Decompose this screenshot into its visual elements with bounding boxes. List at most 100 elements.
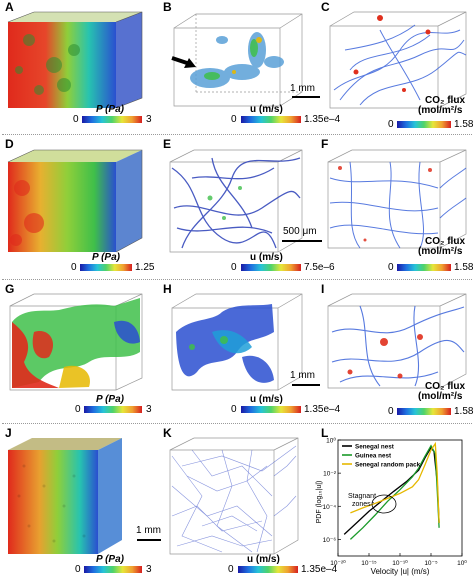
panel-label-f: F (321, 137, 329, 151)
pressure-cube-d (7, 149, 143, 253)
scalebar-row4 (137, 539, 161, 541)
chart-x-axis-label: Velocity |u| (m/s) (371, 567, 430, 576)
y-tick-label: 10⁻⁶ (323, 537, 337, 544)
colorbar-min-flux-row3: 0 (388, 406, 394, 417)
colorbar-label-velocity-row2: u (m/s) (250, 252, 283, 263)
panel-label-k: K (163, 426, 172, 440)
scalebar-text-row4: 1 mm (136, 525, 161, 536)
pressure-cube-j (8, 438, 122, 554)
velocity-cube-b (171, 13, 303, 107)
colorbar-label-flux-row3-line1: CO₂ flux (425, 381, 465, 392)
colorbar-flux-row2 (397, 264, 451, 271)
stagnant-zones-label-line2: zones (352, 501, 371, 508)
colorbar-label-flux-row2-line2: (mol/m²/s (418, 246, 463, 257)
row-separator (2, 134, 472, 135)
stagnant-zones-label-line1: Stagnant (348, 493, 376, 500)
colorbar-min-pressure-row1: 0 (73, 114, 79, 125)
colorbar-pressure-row2 (80, 264, 132, 271)
y-tick-label: 10⁰ (326, 437, 336, 445)
colorbar-min-pressure-row3: 0 (75, 404, 81, 415)
series-line-guinea-nest (349, 444, 440, 540)
colorbar-label-pressure-row2: P (Pa) (92, 252, 120, 263)
panel-label-l: L (321, 426, 329, 440)
panel-label-b: B (163, 0, 172, 14)
scalebar-row2 (282, 240, 322, 242)
colorbar-pressure-row1 (82, 116, 142, 123)
row-separator (2, 279, 472, 280)
colorbar-label-pressure-row1: P (Pa) (96, 104, 124, 115)
colorbar-max-velocity-row3: 1.35e–4 (304, 404, 341, 415)
colorbar-label-flux-row1-line1: CO₂ flux (425, 95, 465, 106)
colorbar-label-velocity-row4: u (m/s) (247, 554, 280, 565)
colorbar-max-flux-row3: 1.58 (454, 406, 474, 417)
x-tick-label: 10⁻¹⁰ (392, 559, 408, 567)
colorbar-velocity-row3 (241, 406, 301, 413)
stagnant-zones-pointer (371, 501, 375, 504)
colorbar-label-pressure-row3: P (Pa) (96, 394, 124, 405)
y-tick-label: 10⁻² (323, 471, 337, 478)
colorbar-min-velocity-row1: 0 (231, 114, 237, 125)
scalebar-row3 (292, 384, 320, 386)
colorbar-velocity-row4 (238, 566, 298, 573)
x-tick-label: 10⁻⁵ (424, 560, 438, 567)
colorbar-velocity-row2 (241, 264, 301, 271)
panel-label-h: H (163, 282, 172, 296)
colorbar-label-velocity-row1: u (m/s) (250, 104, 283, 115)
panel-label-i: I (321, 282, 325, 296)
panel-label-g: G (5, 282, 15, 296)
scalebar-text-row3: 1 mm (290, 370, 315, 381)
series-line-senegal-random-pack (350, 441, 440, 523)
velocity-cube-e (169, 149, 303, 253)
colorbar-max-flux-row2: 1.58 (454, 262, 474, 273)
colorbar-pressure-row4 (84, 566, 142, 573)
colorbar-max-velocity-row4: 1.35e–4 (301, 564, 338, 575)
colorbar-max-velocity-row1: 1.35e–4 (304, 114, 341, 125)
panel-label-a: A (5, 0, 14, 14)
colorbar-max-velocity-row2: 7.5e–6 (304, 262, 335, 273)
colorbar-min-pressure-row4: 0 (75, 564, 81, 575)
velocity-cube-k (169, 437, 299, 555)
x-tick-label: 10⁻²⁰ (330, 559, 346, 567)
panel-label-j: J (5, 426, 12, 440)
pressure-cube-a (7, 11, 143, 109)
legend-label: Senegal random pack (355, 462, 421, 469)
chart-y-axis-label: PDF (log₁₀|u|) (316, 481, 323, 524)
colorbar-min-pressure-row2: 0 (71, 262, 77, 273)
row-separator (2, 423, 472, 424)
colorbar-max-pressure-row3: 3 (146, 404, 152, 415)
colorbar-min-velocity-row3: 0 (231, 404, 237, 415)
colorbar-min-velocity-row4: 0 (228, 564, 234, 575)
colorbar-label-flux-row1-line2: (mol/m²/s (418, 105, 463, 116)
colorbar-flux-row3 (397, 408, 451, 415)
stagnant-zones-circle (371, 494, 397, 514)
panel-label-c: C (321, 0, 330, 14)
colorbar-label-flux-row2-line1: CO₂ flux (425, 236, 465, 247)
flux-cube-f (327, 149, 467, 249)
panel-label-d: D (5, 137, 14, 151)
flux-cube-c (329, 11, 467, 109)
colorbar-max-pressure-row1: 3 (146, 114, 152, 125)
x-tick-label: 10⁻¹⁵ (361, 560, 377, 567)
velocity-cube-h (171, 293, 303, 391)
colorbar-min-flux-row1: 0 (388, 119, 394, 130)
colorbar-label-pressure-row4: P (Pa) (96, 554, 124, 565)
colorbar-velocity-row1 (241, 116, 301, 123)
legend-label: Senegal nest (355, 444, 395, 451)
colorbar-label-flux-row3-line2: (mol/m²/s (418, 391, 463, 402)
pressure-cube-g (9, 293, 143, 391)
y-tick-label: 10⁻⁴ (323, 504, 337, 511)
colorbar-min-flux-row2: 0 (388, 262, 394, 273)
scalebar-row1 (292, 96, 320, 98)
legend-label: Guinea nest (355, 453, 392, 460)
colorbar-max-pressure-row4: 3 (146, 564, 152, 575)
colorbar-label-velocity-row3: u (m/s) (250, 394, 283, 405)
colorbar-flux-row1 (397, 121, 451, 128)
pdf-chart: PDF (log₁₀|u|) Velocity |u| (m/s) 10⁻²⁰ 1… (316, 437, 467, 577)
colorbar-max-pressure-row2: 1.25 (135, 262, 155, 273)
scalebar-text-row1: 1 mm (290, 83, 315, 94)
colorbar-min-velocity-row2: 0 (231, 262, 237, 273)
x-tick-label: 10⁰ (457, 559, 467, 567)
colorbar-pressure-row3 (84, 406, 142, 413)
colorbar-max-flux-row1: 1.58 (454, 119, 474, 130)
scalebar-text-row2: 500 μm (283, 226, 317, 237)
